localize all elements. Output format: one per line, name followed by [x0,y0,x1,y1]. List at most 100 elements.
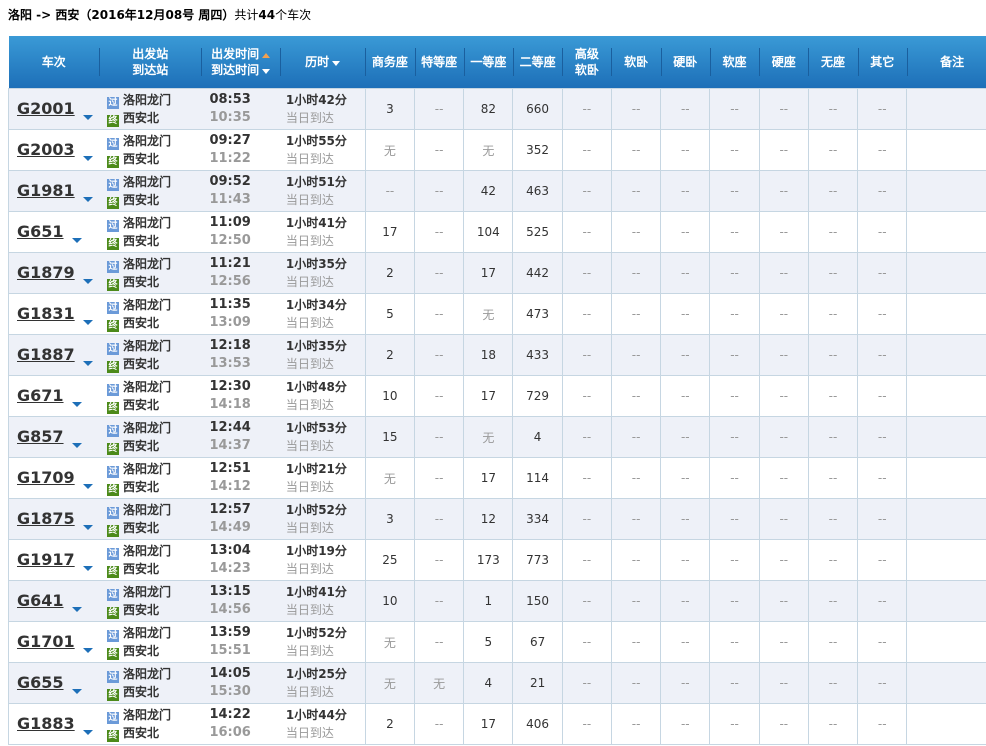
chevron-down-icon[interactable] [82,565,93,571]
arrive-time: 16:06 [209,725,251,740]
chevron-down-icon[interactable] [82,196,93,202]
seat-availability: -- [758,580,809,622]
seat-availability: -- [758,375,809,417]
seat-availability: -- [857,703,908,745]
train-cell[interactable]: G641 [7,580,99,622]
chevron-down-icon[interactable] [71,401,82,407]
train-number-link[interactable]: G1831 [17,303,75,323]
arrive-day: 当日到达 [285,480,334,494]
train-number-link[interactable]: G1879 [17,262,75,282]
chevron-down-icon[interactable] [82,647,93,653]
pass-station-icon: 过 [106,343,119,355]
train-cell[interactable]: G1831 [7,293,99,335]
depart-time: 13:04 [209,543,251,558]
train-number-link[interactable]: G857 [17,426,64,446]
train-count: 44 [258,8,276,22]
sort-desc-icon[interactable] [262,69,271,74]
to-station: 西安北 [122,111,159,125]
seat-availability: -- [364,170,416,212]
seat-availability: 406 [512,703,563,745]
header-seat: 特等座 [414,36,464,89]
seat-availability: -- [660,88,711,130]
train-cell[interactable]: G857 [7,416,99,458]
remark-cell [906,88,986,130]
chevron-down-icon[interactable] [82,524,93,530]
header-times[interactable]: 出发时间 到达时间 [201,36,280,89]
train-cell[interactable]: G1883 [7,703,99,745]
train-number-link[interactable]: G1887 [17,344,75,364]
train-number-link[interactable]: G1875 [17,508,75,528]
table-row: G1701 过洛阳龙门终西安北 13:59 15:51 1小时52分 当日到达无 --… [7,621,986,663]
arrive-day: 当日到达 [285,357,334,371]
seat-availability: -- [709,129,760,171]
train-number-link[interactable]: G655 [17,672,64,692]
table-row: G671 过洛阳龙门终西安北 12:30 14:18 1小时48分 当日到达 10 --… [7,375,986,417]
seat-availability: -- [807,252,859,294]
seat-availability: 21 [512,662,563,704]
seat-availability: -- [758,539,809,581]
chevron-down-icon[interactable] [71,442,82,448]
to-station: 西安北 [122,562,159,576]
seat-availability: 10 [364,375,416,417]
train-number-link[interactable]: G641 [17,590,64,610]
duration: 1小时21分 [285,462,347,476]
times-cell: 08:53 10:35 [201,88,280,130]
train-number-link[interactable]: G651 [17,221,64,241]
terminal-station-icon: 终 [106,320,119,332]
train-cell[interactable]: G1701 [7,621,99,663]
seat-availability: -- [660,539,711,581]
seat-availability: 无 [463,416,514,458]
train-cell[interactable]: G2001 [7,88,99,130]
chevron-down-icon[interactable] [71,688,82,694]
train-number-link[interactable]: G1917 [17,549,75,569]
chevron-down-icon[interactable] [82,114,93,120]
chevron-down-icon[interactable] [71,606,82,612]
train-number-link[interactable]: G2003 [17,139,75,159]
chevron-down-icon[interactable] [82,155,93,161]
train-number-link[interactable]: G1883 [17,713,75,733]
chevron-down-icon[interactable] [82,360,93,366]
seat-availability: -- [561,293,612,335]
train-cell[interactable]: G1917 [7,539,99,581]
seat-availability: 729 [512,375,563,417]
seat-availability: -- [414,457,465,499]
train-number-link[interactable]: G1709 [17,467,75,487]
train-cell[interactable]: G655 [7,662,99,704]
chevron-down-icon[interactable] [82,483,93,489]
train-cell[interactable]: G671 [7,375,99,417]
from-station: 洛阳龙门 [122,544,171,558]
chevron-down-icon[interactable] [82,319,93,325]
chevron-down-icon[interactable] [82,729,93,735]
sort-desc-icon[interactable] [332,61,341,66]
seat-availability: -- [709,88,760,130]
train-cell[interactable]: G1981 [7,170,99,212]
seat-availability: -- [561,170,612,212]
train-cell[interactable]: G1709 [7,457,99,499]
seat-availability: -- [857,539,908,581]
sort-asc-icon[interactable] [262,53,271,58]
seat-availability: 5 [463,621,514,663]
train-cell[interactable]: G2003 [7,129,99,171]
seat-availability: -- [561,498,612,540]
seat-availability: 无 [463,293,514,335]
seat-availability: -- [414,703,465,745]
remark-cell [906,293,986,335]
train-number-link[interactable]: G1981 [17,180,75,200]
depart-time: 11:35 [209,297,251,312]
chevron-down-icon[interactable] [82,278,93,284]
duration: 1小时55分 [285,134,347,148]
train-cell[interactable]: G1887 [7,334,99,376]
pass-station-icon: 过 [106,589,119,601]
header-duration[interactable]: 历时 [279,36,366,89]
depart-time: 13:59 [209,625,251,640]
table-row: G1883 过洛阳龙门终西安北 14:22 16:06 1小时44分 当日到达 2 --… [7,703,986,745]
train-cell[interactable]: G1875 [7,498,99,540]
chevron-down-icon[interactable] [71,237,82,243]
train-cell[interactable]: G1879 [7,252,99,294]
seat-availability: -- [561,621,612,663]
train-number-link[interactable]: G1701 [17,631,75,651]
train-cell[interactable]: G651 [7,211,99,253]
train-number-link[interactable]: G671 [17,385,64,405]
train-number-link[interactable]: G2001 [17,98,75,118]
seat-availability: 17 [463,252,514,294]
